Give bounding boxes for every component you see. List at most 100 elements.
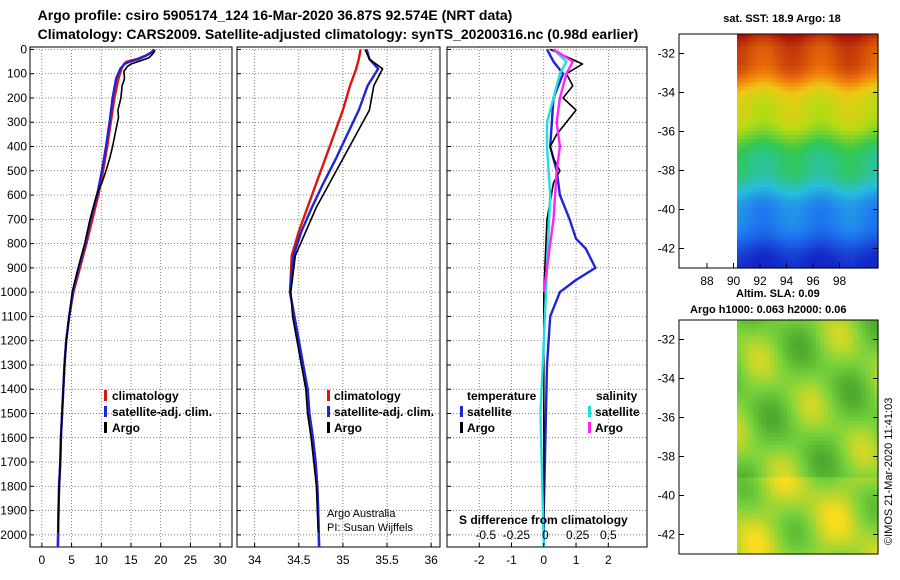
map-cell bbox=[803, 42, 809, 47]
map-cell bbox=[745, 521, 751, 527]
map-cell bbox=[811, 110, 817, 116]
map-cell bbox=[770, 517, 775, 523]
map-cell bbox=[778, 251, 784, 257]
map-cell bbox=[819, 525, 825, 531]
map-cell bbox=[819, 219, 825, 225]
map-cell bbox=[836, 126, 842, 132]
map-cell bbox=[832, 541, 838, 547]
map-cell bbox=[836, 50, 842, 55]
map-cell bbox=[840, 82, 846, 88]
map-cell bbox=[840, 541, 846, 547]
map-cell bbox=[853, 420, 858, 426]
map-cell bbox=[811, 175, 817, 180]
map-cell bbox=[757, 388, 763, 394]
map-cell bbox=[737, 54, 742, 59]
map-cell bbox=[757, 348, 763, 353]
map-cell bbox=[753, 384, 759, 390]
map-cell bbox=[737, 396, 742, 402]
map-cell bbox=[869, 118, 875, 124]
map-cell bbox=[753, 364, 759, 370]
map-cell bbox=[778, 171, 784, 176]
map-cell bbox=[869, 348, 875, 353]
map-cell bbox=[745, 485, 751, 491]
map-cell bbox=[774, 545, 780, 551]
map-cell bbox=[865, 437, 871, 442]
map-cell bbox=[832, 521, 838, 527]
map-cell bbox=[753, 159, 759, 164]
map-cell bbox=[857, 408, 863, 414]
map-cell bbox=[799, 344, 804, 349]
map-cell bbox=[807, 332, 813, 337]
map-cell bbox=[774, 549, 780, 555]
map-cell bbox=[824, 368, 829, 374]
map-cell bbox=[749, 159, 755, 164]
map-cell bbox=[778, 517, 784, 523]
map-cell bbox=[737, 58, 742, 63]
map-cell bbox=[761, 175, 767, 180]
map-cell bbox=[861, 517, 867, 523]
map-cell bbox=[807, 412, 813, 418]
map-cell bbox=[803, 485, 809, 491]
map-cell bbox=[778, 457, 784, 462]
map-cell bbox=[761, 449, 767, 454]
map-cell bbox=[865, 400, 871, 406]
map-cell bbox=[770, 525, 775, 531]
map-cell bbox=[807, 404, 813, 410]
map-cell bbox=[848, 78, 854, 84]
map-cell bbox=[836, 94, 842, 100]
map-cell bbox=[803, 336, 809, 341]
map-cell bbox=[745, 142, 751, 148]
map-cell bbox=[770, 54, 775, 59]
map-cell bbox=[766, 356, 771, 361]
map-cell bbox=[807, 235, 813, 241]
map-cell bbox=[811, 408, 817, 414]
map-cell bbox=[836, 46, 842, 51]
map-cell bbox=[861, 243, 867, 249]
map-cell bbox=[828, 54, 833, 59]
map-cell bbox=[737, 549, 742, 555]
map-cell bbox=[865, 420, 871, 426]
map-cell bbox=[803, 453, 809, 458]
map-cell bbox=[807, 183, 813, 188]
map-cell bbox=[811, 223, 817, 229]
map-cell bbox=[786, 259, 792, 265]
map-cell bbox=[819, 42, 825, 47]
map-cell bbox=[782, 159, 788, 164]
map-cell bbox=[774, 445, 780, 450]
map-cell bbox=[795, 469, 800, 474]
map-cell bbox=[853, 94, 858, 100]
map-cell bbox=[824, 428, 829, 434]
map-cell bbox=[873, 34, 879, 39]
map-cell bbox=[819, 364, 825, 370]
map-cell bbox=[824, 517, 829, 523]
map-cell bbox=[836, 481, 842, 487]
map-cell bbox=[786, 541, 792, 547]
map-cell bbox=[774, 187, 780, 192]
map-cell bbox=[807, 437, 813, 442]
map-cell bbox=[761, 243, 767, 249]
map-cell bbox=[840, 348, 846, 353]
map-cell bbox=[753, 90, 759, 96]
map-cell bbox=[811, 457, 817, 462]
map-cell bbox=[873, 195, 879, 201]
map-cell bbox=[853, 485, 858, 491]
map-cell bbox=[770, 485, 775, 491]
map-cell bbox=[832, 533, 838, 539]
map-cell bbox=[737, 521, 742, 527]
map-cell bbox=[857, 199, 863, 205]
map-cell bbox=[761, 340, 767, 345]
map-cell bbox=[778, 420, 784, 426]
map-cell bbox=[836, 114, 842, 120]
map-cell bbox=[844, 179, 850, 184]
map-cell bbox=[770, 114, 775, 120]
map-cell bbox=[857, 485, 863, 491]
map-cell bbox=[795, 110, 800, 116]
map-cell bbox=[795, 336, 800, 341]
map-cell bbox=[790, 449, 796, 454]
map-cell bbox=[741, 195, 746, 201]
map-cell bbox=[840, 416, 846, 422]
map-cell bbox=[865, 175, 871, 180]
map-cell bbox=[819, 396, 825, 402]
map-cell bbox=[824, 146, 829, 152]
map-cell bbox=[803, 541, 809, 547]
